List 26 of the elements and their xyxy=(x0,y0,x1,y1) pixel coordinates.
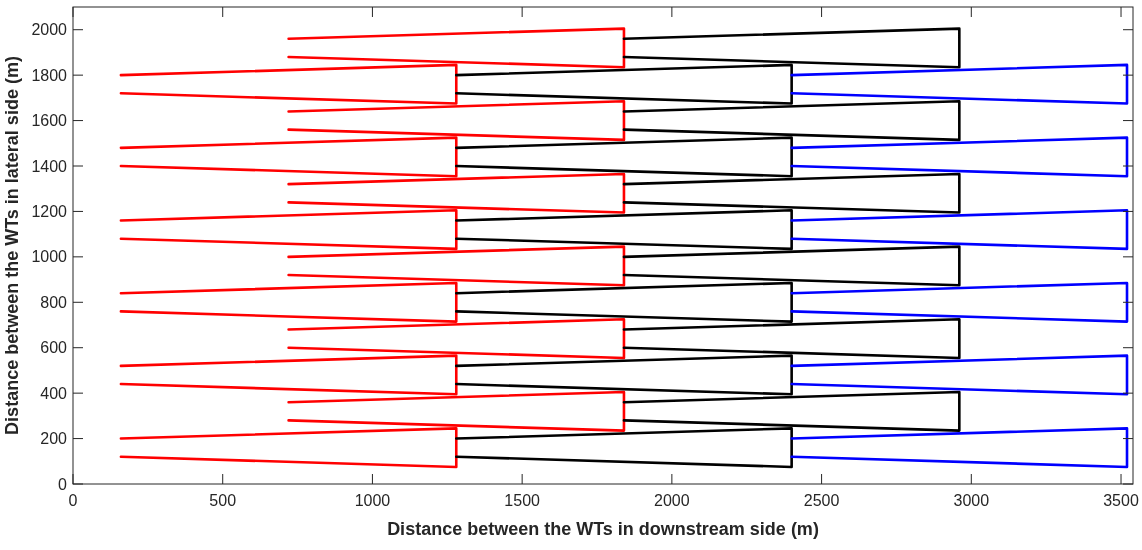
line-series xyxy=(790,281,1129,323)
y-tick-label: 0 xyxy=(58,475,68,493)
y-tick-label: 2000 xyxy=(31,21,68,39)
y-tick-label: 200 xyxy=(40,430,68,448)
y-axis-title: Distance between the WTs in lateral side (m) xyxy=(2,56,22,435)
line-series xyxy=(790,427,1129,469)
y-tick-label: 1000 xyxy=(31,248,68,266)
line-series xyxy=(790,136,1129,178)
x-tick-label: 1000 xyxy=(354,492,391,509)
line-series xyxy=(790,63,1129,105)
x-tick-label: 2500 xyxy=(803,492,840,509)
x-tick-label: 1500 xyxy=(504,492,541,509)
y-tick-label: 1800 xyxy=(31,66,68,84)
y-tick-label: 1600 xyxy=(31,112,68,130)
x-axis-title: Distance between the WTs in downstream side (m) xyxy=(387,519,819,539)
y-tick-label: 800 xyxy=(40,293,68,311)
y-tick-label: 400 xyxy=(40,384,68,402)
line-series xyxy=(790,208,1129,251)
y-tick-label: 1200 xyxy=(31,202,68,220)
x-tick-label: 500 xyxy=(209,492,237,509)
x-tick-label: 2000 xyxy=(654,492,690,509)
x-tick-label: 3500 xyxy=(1103,492,1139,509)
y-tick-label: 1400 xyxy=(31,157,68,175)
line-series xyxy=(790,354,1129,396)
y-tick-label: 600 xyxy=(40,339,68,357)
x-tick-label: 3000 xyxy=(953,492,990,509)
